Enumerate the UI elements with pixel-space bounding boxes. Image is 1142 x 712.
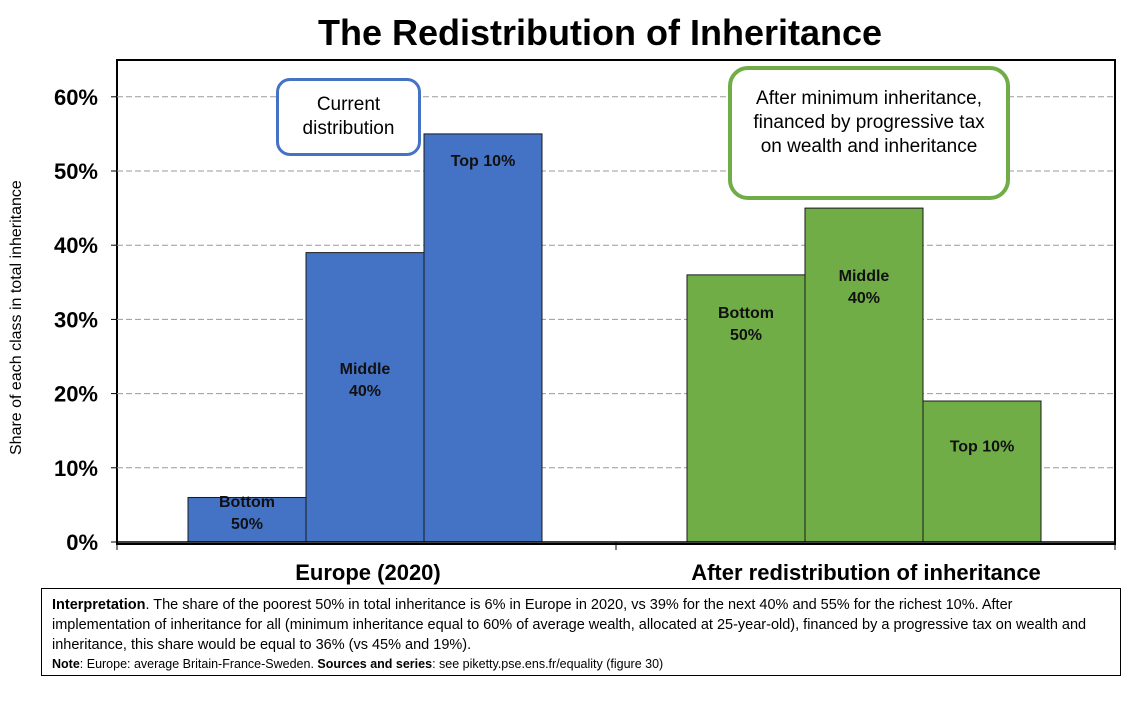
chart-plot: 0% 10% 20% 30% 40% 50% 60% Bottom 50% Middle 40% T… <box>54 59 1116 585</box>
bar-label-g0-2-line0: Top 10% <box>451 153 516 170</box>
y-tick-label-10: 10% <box>54 456 98 481</box>
category-label-europe: Europe (2020) <box>295 560 441 585</box>
bar-g1-1 <box>804 207 924 543</box>
y-axis-ticks: 0% 10% 20% 30% 40% 50% 60% <box>54 85 117 555</box>
y-tick-label-50: 50% <box>54 159 98 184</box>
interpretation-text: . The share of the poorest 50% in total … <box>52 597 1087 653</box>
bar-labels: Bottom 50% Middle 40% Top 10% Bottom 50% Middle… <box>219 153 1014 533</box>
note-text: : Europe: average Britain-France-Sweden. <box>79 657 318 671</box>
bar-label-g1-1-line0: Middle <box>839 268 890 285</box>
sources-text: : see piketty.pse.ens.fr/equality (figur… <box>432 657 664 671</box>
bar-g0-2 <box>423 133 543 543</box>
bar-label-g0-0-line0: Bottom <box>219 494 275 511</box>
note-label: Note <box>52 657 80 671</box>
bar-label-g1-0-line0: Bottom <box>718 305 774 322</box>
bar-g1-2 <box>922 400 1042 543</box>
bar-g1-0 <box>686 274 806 543</box>
y-tick-label-0: 0% <box>66 530 98 555</box>
y-tick-label-40: 40% <box>54 233 98 258</box>
category-label-after: After redistribution of inheritance <box>691 560 1041 585</box>
bar-label-g1-1-line1: 40% <box>848 290 880 307</box>
bar-g0-0 <box>187 496 307 543</box>
interpretation-box: Interpretation. The share of the poorest… <box>41 588 1121 676</box>
bar-label-g0-1-line0: Middle <box>340 361 391 378</box>
y-tick-label-30: 30% <box>54 307 98 332</box>
callout-current-distribution: Current distribution <box>276 78 421 156</box>
bar-label-g0-0-line1: 50% <box>231 516 263 533</box>
bar-label-g0-1-line1: 40% <box>349 383 381 400</box>
y-tick-label-20: 20% <box>54 382 98 407</box>
bar-label-g1-2-line0: Top 10% <box>950 439 1015 456</box>
callout-after-redistribution: After minimum inheritance, financed by p… <box>728 66 1010 200</box>
bar-label-g1-0-line1: 50% <box>730 327 762 344</box>
chart-title: The Redistribution of Inheritance <box>317 12 883 53</box>
sources-label: Sources and series <box>317 657 433 671</box>
interpretation-label: Interpretation <box>52 597 146 613</box>
y-tick-label-60: 60% <box>54 85 98 110</box>
bars <box>187 133 1042 543</box>
